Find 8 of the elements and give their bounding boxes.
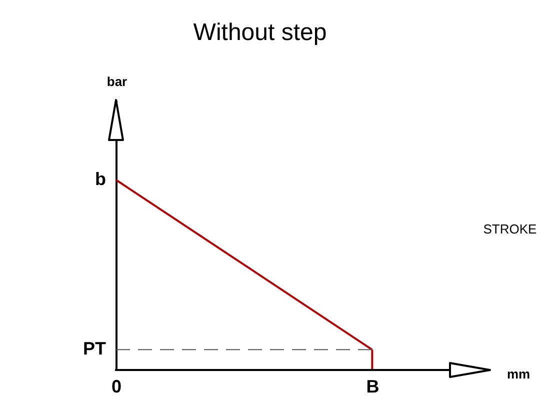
text: bar — [106, 74, 128, 89]
annotation: b — [95, 168, 106, 189]
x-axis-title: mm — [506, 366, 530, 382]
text: STROKE — [483, 222, 538, 237]
chart-title: Without step — [193, 19, 327, 46]
ref-line-label: PT — [82, 338, 106, 359]
x-tick-label: 0 — [111, 376, 122, 396]
x-tick-label: B — [366, 376, 380, 396]
